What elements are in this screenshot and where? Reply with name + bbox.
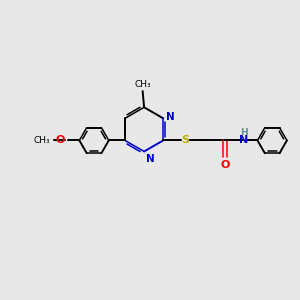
Text: S: S (181, 135, 189, 146)
Text: N: N (166, 112, 174, 122)
Text: O: O (56, 135, 65, 146)
Text: N: N (239, 135, 248, 146)
Text: H: H (240, 128, 248, 136)
Text: N: N (146, 154, 154, 164)
Text: CH₃: CH₃ (33, 136, 50, 145)
Text: O: O (220, 160, 230, 170)
Text: CH₃: CH₃ (134, 80, 151, 89)
